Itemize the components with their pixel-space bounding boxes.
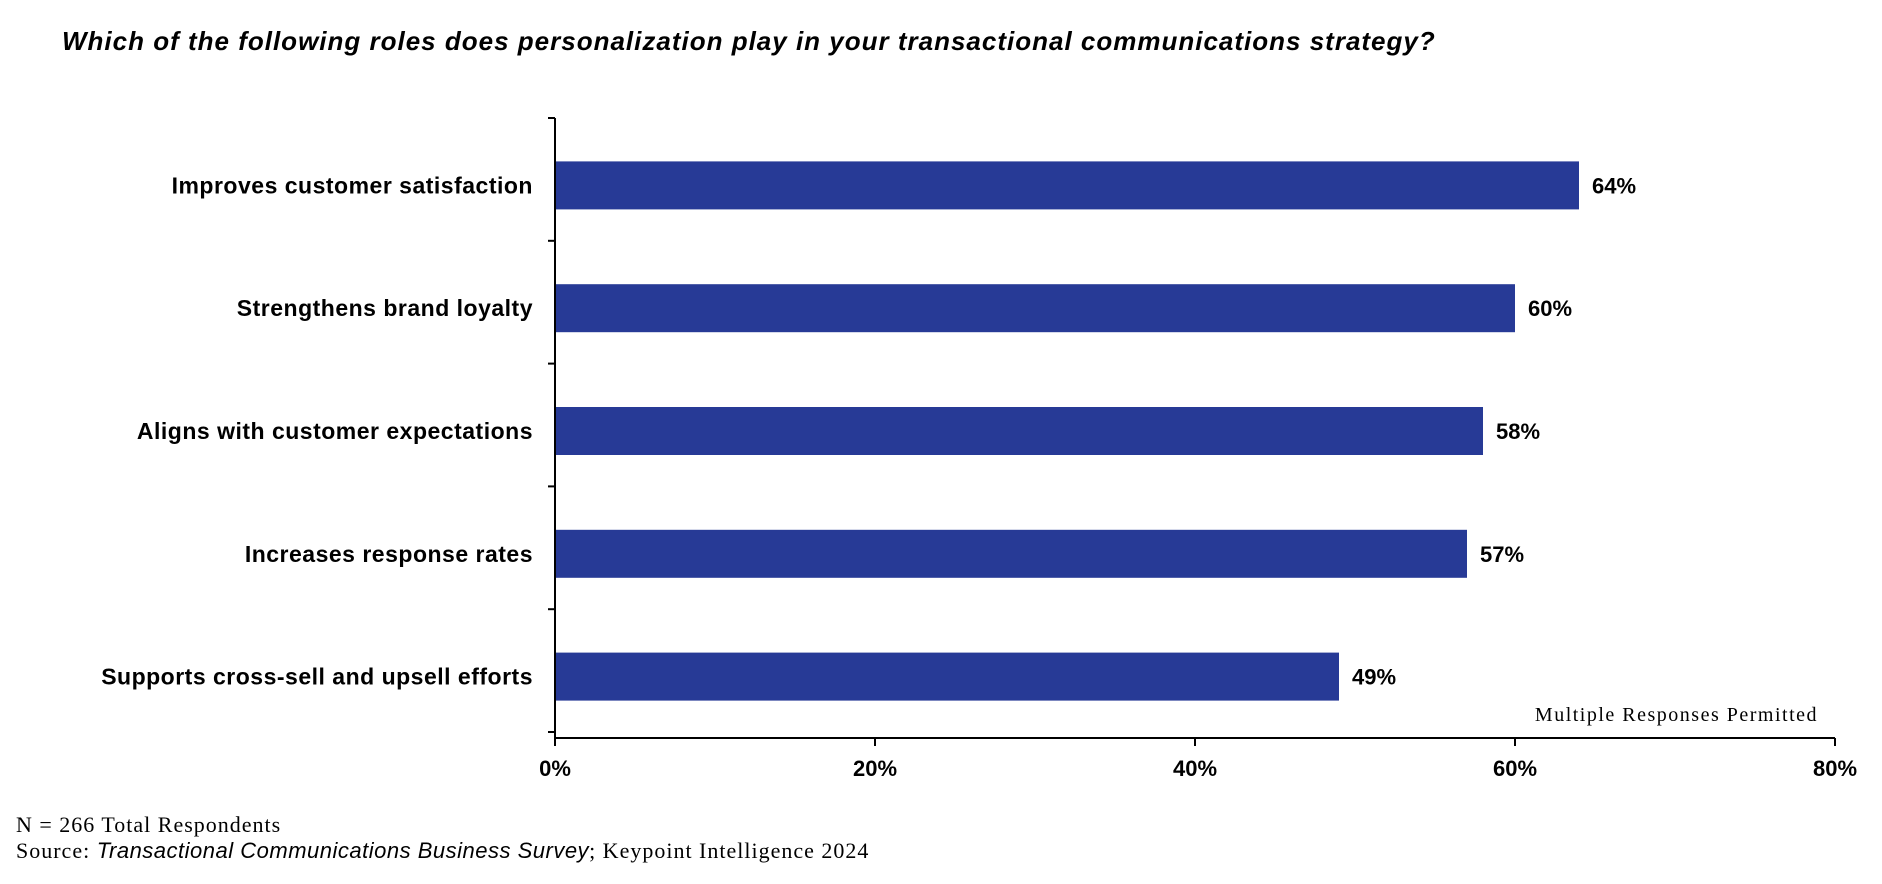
x-tick-label: 20% [853, 756, 897, 781]
respondents-note: N = 266 Total Respondents [16, 812, 282, 837]
chart-annotation: Multiple Responses Permitted [1534, 704, 1818, 726]
chart-title: Which of the following roles does person… [62, 26, 1436, 56]
source-suffix: ; Keypoint Intelligence 2024 [589, 838, 870, 863]
category-label: Aligns with customer expectations [137, 418, 533, 444]
bar [556, 284, 1515, 333]
data-label: 57% [1480, 542, 1524, 567]
category-label: Increases response rates [245, 541, 533, 567]
category-label: Strengthens brand loyalty [237, 295, 533, 321]
category-label: Supports cross-sell and upsell efforts [101, 664, 533, 690]
source-prefix: Source: [16, 838, 97, 863]
category-label: Improves customer satisfaction [172, 172, 533, 198]
x-tick-label: 80% [1813, 756, 1857, 781]
x-tick-label: 0% [539, 756, 571, 781]
bar [556, 161, 1579, 210]
bar [556, 529, 1467, 578]
data-label: 49% [1352, 665, 1396, 690]
data-label: 58% [1496, 419, 1540, 444]
bar [556, 407, 1483, 455]
data-label: 64% [1592, 173, 1636, 198]
bar [556, 652, 1339, 701]
x-tick-label: 40% [1173, 756, 1217, 781]
source-note: Source: Transactional Communications Bus… [16, 838, 869, 864]
data-label: 60% [1528, 296, 1572, 321]
source-title: Transactional Communications Business Su… [96, 838, 590, 863]
x-tick-label: 60% [1493, 756, 1537, 781]
